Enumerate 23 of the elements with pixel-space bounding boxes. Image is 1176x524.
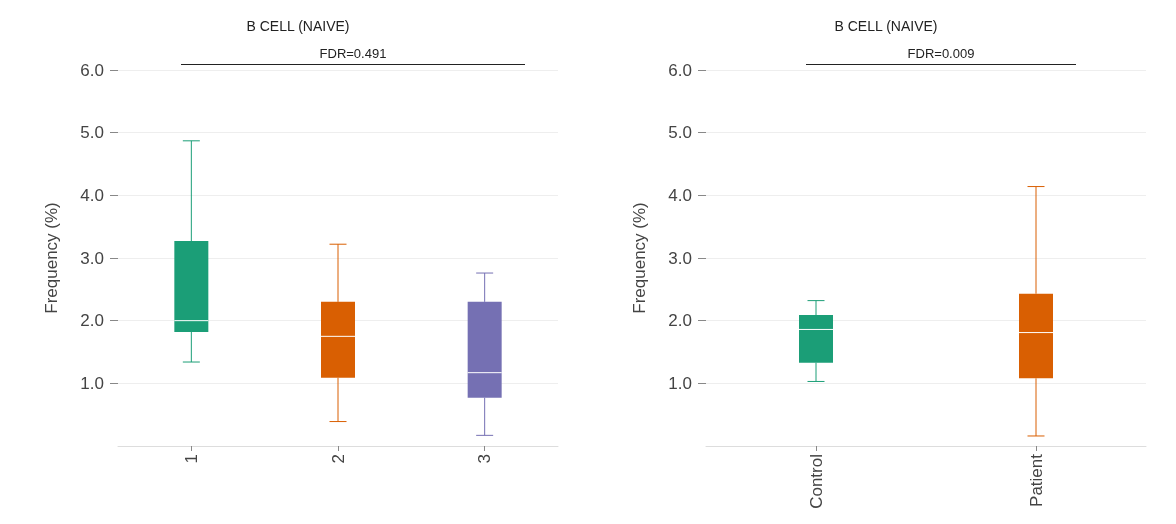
- y-tick-label: 4.0: [80, 185, 104, 205]
- y-tick-label: 6.0: [668, 60, 692, 80]
- x-tick-label: 3: [475, 454, 495, 464]
- x-tick-label: Control: [806, 454, 826, 509]
- y-tick-label: 3.0: [668, 248, 692, 268]
- chart-title: B CELL (NAIVE): [246, 18, 350, 34]
- x-tick-label: 2: [328, 454, 348, 464]
- y-tick-label: 4.0: [668, 185, 692, 205]
- y-axis-title: Frequency (%): [630, 202, 649, 314]
- x-tick-label: 1: [181, 454, 201, 464]
- y-tick-label: 2.0: [668, 311, 692, 331]
- y-tick-label: 3.0: [80, 248, 104, 268]
- text: FDR=0.009: [907, 46, 975, 61]
- y-tick-label: 6.0: [80, 60, 104, 80]
- y-tick-label: 1.0: [80, 373, 104, 393]
- y-tick-label: 2.0: [80, 311, 104, 331]
- y-tick-label: 5.0: [80, 123, 104, 143]
- y-axis-title: Frequency (%): [42, 202, 61, 314]
- y-tick-label: 1.0: [668, 373, 692, 393]
- y-tick-label: 5.0: [668, 123, 692, 143]
- chart-title: B CELL (NAIVE): [834, 18, 938, 34]
- x-tick-label: Patient: [1026, 453, 1046, 507]
- text: FDR=0.491: [319, 46, 387, 61]
